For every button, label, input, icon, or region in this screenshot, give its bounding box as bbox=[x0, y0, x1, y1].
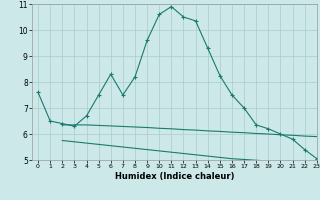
X-axis label: Humidex (Indice chaleur): Humidex (Indice chaleur) bbox=[115, 172, 234, 181]
